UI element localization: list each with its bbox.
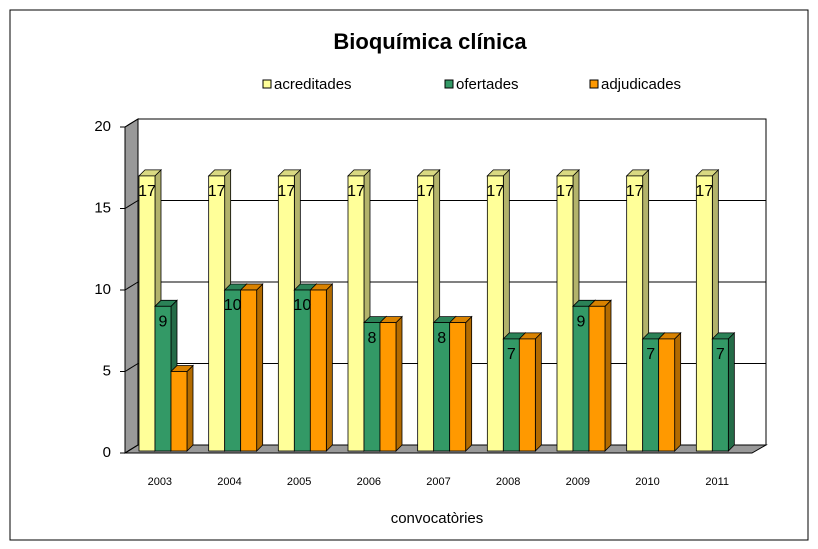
grid-line (124, 363, 139, 372)
bar (657, 331, 682, 452)
bar-front (138, 175, 156, 452)
bar (518, 331, 543, 452)
data-label: 17 (208, 183, 226, 200)
bar-side (325, 283, 333, 452)
bar-front (588, 305, 606, 452)
y-tick-label: 15 (94, 199, 111, 216)
y-tick-label: 0 (103, 444, 111, 461)
bar (588, 299, 612, 452)
x-tick-label: 2006 (357, 476, 381, 488)
bar-front (208, 175, 226, 452)
bar-front (379, 322, 397, 452)
x-tick-label: 2007 (426, 476, 450, 488)
legend-swatch (262, 79, 272, 89)
x-tick-label: 2003 (148, 476, 172, 488)
data-label: 10 (293, 297, 311, 314)
bar-side (534, 331, 542, 452)
data-label: 17 (626, 183, 644, 200)
bar-front (626, 175, 644, 452)
y-tick-label: 10 (94, 281, 111, 298)
bar-side (395, 315, 403, 452)
bar-front (417, 175, 435, 452)
y-tick-label: 20 (94, 118, 111, 135)
data-label: 7 (646, 346, 655, 363)
legend-label: adjudicades (601, 76, 681, 93)
data-label: 17 (486, 183, 504, 200)
bar (239, 283, 264, 452)
bar-side (256, 283, 264, 452)
legend-swatch (444, 79, 454, 89)
bar-front (556, 175, 574, 452)
bar-front (170, 371, 188, 452)
x-tick-label: 2010 (635, 476, 659, 488)
data-label: 10 (224, 297, 242, 314)
data-label: 7 (716, 346, 725, 363)
grid-line (124, 118, 139, 128)
legend-swatch (589, 79, 599, 89)
bar-front (486, 175, 504, 452)
data-label: 9 (159, 314, 168, 331)
data-label: 17 (347, 183, 365, 200)
data-label: 17 (556, 183, 574, 200)
bar (711, 331, 736, 452)
bar-front (658, 338, 676, 452)
data-label: 8 (368, 330, 377, 347)
x-tick-label: 2004 (217, 476, 241, 488)
bar (448, 315, 473, 452)
x-tick-label: 2008 (496, 476, 520, 488)
bar-side (186, 364, 194, 452)
bar-front (309, 289, 327, 452)
y-tick-label: 5 (103, 362, 111, 379)
data-label: 8 (437, 330, 446, 347)
data-label: 17 (138, 183, 156, 200)
data-label: 17 (695, 183, 713, 200)
bar (309, 283, 334, 452)
bar-front (240, 289, 258, 452)
grid-line (124, 200, 139, 209)
bar-front (711, 338, 729, 452)
bar (170, 364, 194, 452)
grid-line (124, 444, 139, 454)
bar-side (465, 315, 473, 452)
legend-label: ofertades (456, 76, 519, 93)
bar-front (347, 175, 365, 452)
grid-line (124, 281, 139, 291)
bar-front (695, 175, 713, 452)
bar-side (674, 331, 682, 452)
x-axis-label: convocatòries (391, 510, 484, 527)
data-label: 17 (417, 183, 435, 200)
data-label: 9 (577, 314, 586, 331)
bar-side (727, 331, 735, 452)
data-label: 17 (277, 183, 295, 200)
bar-front (277, 175, 295, 452)
bar (379, 315, 403, 452)
legend-label: acreditades (274, 76, 352, 93)
bar-side (604, 299, 612, 452)
x-tick-label: 2009 (566, 476, 590, 488)
bar-front (518, 338, 536, 452)
bar-front (449, 322, 467, 452)
chart-title: Bioquímica clínica (333, 29, 527, 54)
bar (695, 168, 720, 452)
data-label: 7 (507, 346, 516, 363)
x-tick-label: 2011 (705, 476, 729, 488)
x-tick-label: 2005 (287, 476, 311, 488)
